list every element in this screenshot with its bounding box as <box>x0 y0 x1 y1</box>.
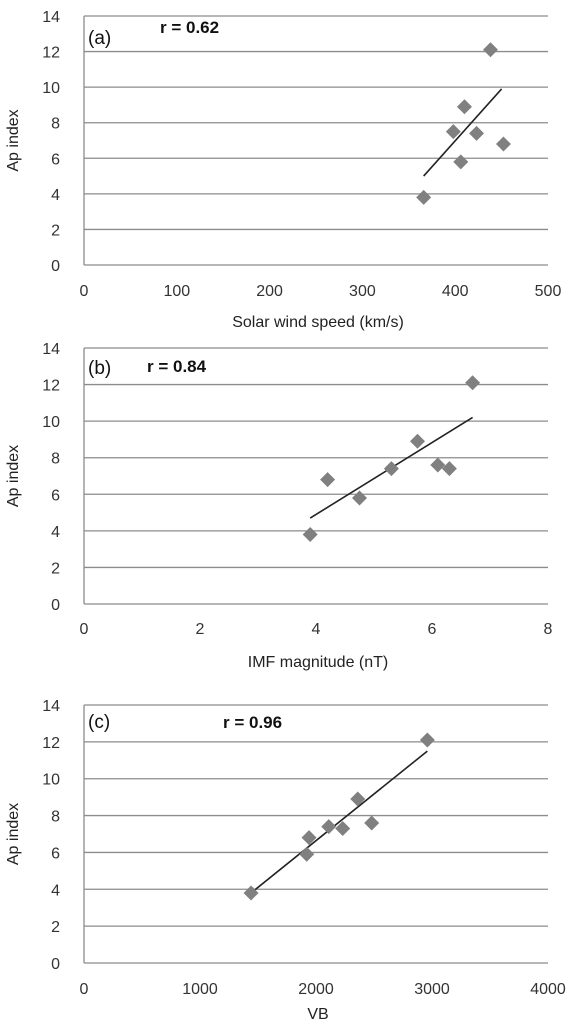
data-point-marker <box>364 815 380 831</box>
y-tick-label: 14 <box>42 9 60 26</box>
panel-label: (a) <box>88 28 111 49</box>
x-tick-label: 3000 <box>414 981 450 998</box>
data-point-marker <box>302 527 318 543</box>
scatter-chart-c: 0 2 4 6 8 10 12 14 0 1000 2000 3000 4000 VB Ap index (c… <box>5 698 566 1023</box>
x-tick-label: 0 <box>80 981 89 998</box>
y-tick-label: 0 <box>51 258 60 275</box>
y-tick-label: 8 <box>51 116 60 133</box>
y-tick-label: 4 <box>51 187 60 204</box>
chart-panel-b: 0 2 4 6 8 10 12 14 0 2 4 6 8 IMF magnitude (nT) Ap ind… <box>0 340 572 680</box>
x-tick-label: 0 <box>80 283 89 300</box>
data-point-marker <box>495 136 511 152</box>
y-tick-label: 10 <box>42 80 60 97</box>
x-tick-label: 400 <box>442 283 469 300</box>
data-point-marker <box>352 490 367 506</box>
data-point-marker <box>430 457 446 473</box>
data-point-marker <box>419 732 435 748</box>
trendline <box>250 750 428 894</box>
y-tick-label: 14 <box>42 341 60 358</box>
y-tick-label: 14 <box>42 698 60 715</box>
y-tick-label: 10 <box>42 414 60 431</box>
y-tick-label: 6 <box>51 845 60 862</box>
correlation-annotation: r = 0.96 <box>223 713 282 732</box>
y-tick-label: 12 <box>42 735 60 752</box>
chart-panel-a: 0 2 4 6 8 10 12 14 0 100 200 300 400 500 Solar wind sp… <box>0 0 572 340</box>
data-point-marker <box>416 189 432 205</box>
y-tick-label: 8 <box>51 809 60 826</box>
y-axis-title: Ap index <box>5 109 22 171</box>
data-point-marker <box>301 830 317 846</box>
data-point-marker <box>445 124 461 140</box>
y-tick-label: 0 <box>51 956 60 973</box>
data-point-marker <box>335 820 351 836</box>
x-tick-label: 0 <box>80 621 89 638</box>
x-tick-label: 2000 <box>298 981 334 998</box>
scatter-chart-a: 0 2 4 6 8 10 12 14 0 100 200 300 400 500 Solar wind sp… <box>5 9 562 331</box>
x-axis-title: VB <box>307 1006 328 1023</box>
x-tick-label: 4000 <box>530 981 566 998</box>
x-tick-label: 4 <box>312 621 321 638</box>
x-tick-label: 8 <box>544 621 553 638</box>
y-tick-label: 12 <box>42 45 60 62</box>
y-tick-label: 4 <box>51 524 60 541</box>
y-tick-label: 6 <box>51 487 60 504</box>
y-tick-label: 4 <box>51 882 60 899</box>
data-point-marker <box>465 375 481 391</box>
y-tick-label: 0 <box>51 597 60 614</box>
panel-label: (c) <box>88 712 110 733</box>
y-axis-title: Ap index <box>5 803 22 865</box>
scatter-chart-b: 0 2 4 6 8 10 12 14 0 2 4 6 8 IMF magnitude (nT) Ap ind… <box>5 341 553 671</box>
trendline <box>423 88 503 177</box>
data-point-marker <box>441 461 457 477</box>
data-point-marker <box>350 791 366 807</box>
data-point-marker <box>456 99 472 115</box>
data-point-marker <box>321 819 337 835</box>
data-point-marker <box>482 42 498 58</box>
x-tick-label: 300 <box>349 283 376 300</box>
x-tick-label: 6 <box>428 621 437 638</box>
y-tick-label: 8 <box>51 451 60 468</box>
panel-label: (b) <box>88 358 111 379</box>
data-point-marker <box>320 472 336 488</box>
x-tick-label: 500 <box>535 283 562 300</box>
x-axis-title: Solar wind speed (km/s) <box>232 314 404 331</box>
x-tick-label: 200 <box>256 283 283 300</box>
correlation-annotation: r = 0.62 <box>160 18 219 37</box>
data-point-marker <box>469 125 485 141</box>
correlation-annotation: r = 0.84 <box>147 357 207 376</box>
data-point-marker <box>299 846 315 862</box>
y-tick-label: 6 <box>51 151 60 168</box>
x-tick-label: 100 <box>163 283 190 300</box>
x-axis-title: IMF magnitude (nT) <box>248 654 388 671</box>
data-point-marker <box>383 461 399 477</box>
y-tick-label: 10 <box>42 772 60 789</box>
x-tick-label: 1000 <box>182 981 218 998</box>
chart-panel-c: 0 2 4 6 8 10 12 14 0 1000 2000 3000 4000 VB Ap index (c… <box>0 680 572 1028</box>
y-axis-title: Ap index <box>5 445 22 507</box>
x-tick-label: 2 <box>196 621 205 638</box>
data-point-marker <box>243 885 259 901</box>
y-tick-label: 12 <box>42 378 60 395</box>
data-point-marker <box>410 433 425 449</box>
y-tick-label: 2 <box>51 222 60 239</box>
data-point-marker <box>453 154 469 170</box>
y-tick-label: 2 <box>51 560 60 577</box>
y-tick-label: 2 <box>51 919 60 936</box>
